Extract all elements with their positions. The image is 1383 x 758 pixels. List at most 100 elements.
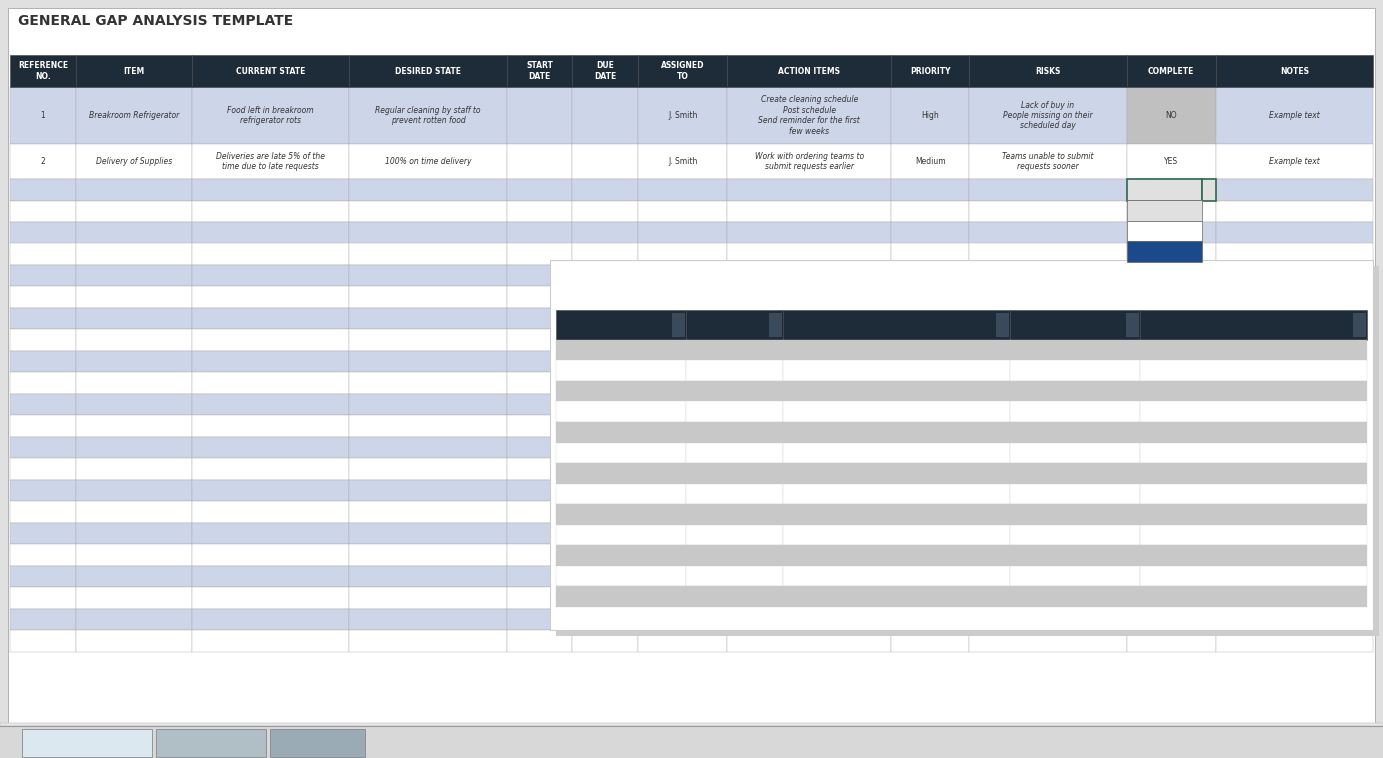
Bar [891,330,969,351]
Bar [1127,179,1202,201]
Bar [506,566,573,587]
Bar [1127,330,1216,351]
Text: 1: 1 [40,111,46,120]
Bar [686,340,783,361]
Bar [638,265,727,287]
Bar [727,351,891,372]
Bar [891,222,969,243]
Bar [638,308,727,330]
Bar [350,566,506,587]
Bar [1216,566,1373,587]
Text: REFERENCE
NO.: REFERENCE NO. [18,61,68,80]
Bar [1216,308,1373,330]
Bar [638,287,727,308]
Bar [573,287,638,308]
Bar [891,480,969,502]
Bar [506,308,573,330]
Bar [10,587,76,609]
Bar [350,55,506,87]
Bar [573,437,638,459]
Bar [506,179,573,201]
Bar [556,504,686,525]
Bar [891,287,969,308]
Bar [192,308,350,330]
Bar [1010,504,1140,525]
Bar [350,394,506,415]
Text: NO: NO [1158,206,1171,215]
Bar [969,587,1127,609]
Bar [1216,609,1373,631]
Bar [0,723,1383,726]
Bar [783,361,1010,381]
Bar [891,587,969,609]
Bar [1216,55,1373,87]
Bar [1216,437,1373,459]
Bar [969,437,1127,459]
Bar [1140,361,1366,381]
Bar [76,351,192,372]
Bar [556,361,686,381]
Bar [506,415,573,437]
Text: J. Smith: J. Smith [668,157,697,166]
Bar [891,609,969,631]
Bar [506,394,573,415]
Bar [1140,545,1366,565]
Bar [350,372,506,394]
Bar [686,361,783,381]
Text: DESIRED STATE: DESIRED STATE [396,67,461,76]
Bar [22,729,152,757]
Bar [1216,351,1373,372]
Bar [727,55,891,87]
Bar [192,609,350,631]
Bar [769,313,781,337]
Bar [76,243,192,265]
Bar [192,144,350,179]
Bar [76,308,192,330]
Bar [192,372,350,394]
Bar [969,631,1127,652]
Bar [10,437,76,459]
Bar [1216,287,1373,308]
Bar [573,544,638,566]
Bar [1216,587,1373,609]
Bar [556,484,686,504]
Bar [638,480,727,502]
Bar [10,243,76,265]
Text: COMPLETE: COMPLETE [1148,67,1195,76]
Bar [506,351,573,372]
Bar [727,308,891,330]
Text: Medium: Medium [916,157,946,166]
Bar [638,523,727,544]
Text: ACTION ITEMS: ACTION ITEMS [779,67,841,76]
Bar [1140,381,1366,402]
Bar [573,609,638,631]
Bar [638,609,727,631]
Bar [1010,381,1140,402]
Bar [969,330,1127,351]
Bar [10,87,76,144]
Bar [10,308,76,330]
Bar [350,523,506,544]
Bar [192,544,350,566]
Bar [192,502,350,523]
Text: Work with ordering teams to
submit requests earlier: Work with ordering teams to submit reque… [755,152,864,171]
Bar [969,372,1127,394]
Bar [1216,144,1373,179]
Bar [969,55,1127,87]
Bar [10,544,76,566]
Bar [10,480,76,502]
Bar [969,222,1127,243]
Bar [727,566,891,587]
Bar [10,372,76,394]
Bar [638,372,727,394]
Bar [10,459,76,480]
Bar [556,340,686,361]
Bar [1216,265,1373,287]
Bar [350,544,506,566]
Bar [727,330,891,351]
Bar [76,566,192,587]
Bar [10,179,76,201]
Bar [573,502,638,523]
Bar [783,525,1010,545]
Bar [350,179,506,201]
